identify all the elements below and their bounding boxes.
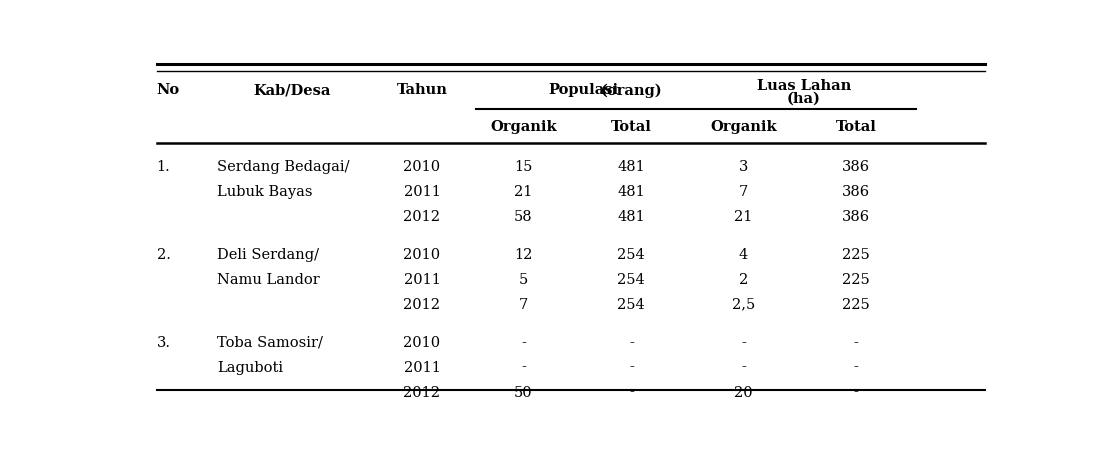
Text: (ha): (ha) [788,92,821,106]
Text: 2.: 2. [156,248,170,261]
Text: Populasi: Populasi [549,83,619,97]
Text: 2011: 2011 [403,360,440,374]
Text: 3.: 3. [156,336,170,350]
Text: Lubuk Bayas: Lubuk Bayas [217,184,312,198]
Text: 2012: 2012 [403,297,440,311]
Text: Deli Serdang/: Deli Serdang/ [217,248,319,261]
Text: 5: 5 [519,273,528,287]
Text: 2012: 2012 [403,386,440,400]
Text: 58: 58 [515,210,532,224]
Text: 2010: 2010 [403,160,440,174]
Text: Kab/Desa: Kab/Desa [254,83,331,97]
Text: Organik: Organik [490,121,557,135]
Text: Namu Landor: Namu Landor [217,273,320,287]
Text: Total: Total [610,121,652,135]
Text: -: - [521,360,526,374]
Text: 15: 15 [515,160,532,174]
Text: No: No [156,83,179,97]
Text: 20: 20 [734,386,753,400]
Text: 254: 254 [617,273,645,287]
Text: 2010: 2010 [403,248,440,261]
Text: (orang): (orang) [600,83,662,98]
Text: 2: 2 [739,273,749,287]
Text: 21: 21 [515,184,532,198]
Text: 1.: 1. [156,160,170,174]
Text: 225: 225 [842,273,870,287]
Text: 12: 12 [515,248,532,261]
Text: 2011: 2011 [403,273,440,287]
Text: 2010: 2010 [403,336,440,350]
Text: 2012: 2012 [403,210,440,224]
Text: -: - [629,386,634,400]
Text: 386: 386 [842,160,870,174]
Text: -: - [629,336,634,350]
Text: -: - [741,336,746,350]
Text: 225: 225 [842,297,870,311]
Text: 2,5: 2,5 [732,297,755,311]
Text: 386: 386 [842,210,870,224]
Text: 386: 386 [842,184,870,198]
Text: 4: 4 [739,248,749,261]
Text: Toba Samosir/: Toba Samosir/ [217,336,323,350]
Text: -: - [853,360,858,374]
Text: 7: 7 [519,297,528,311]
Text: Serdang Bedagai/: Serdang Bedagai/ [217,160,350,174]
Text: 254: 254 [617,297,645,311]
Text: -: - [521,336,526,350]
Text: -: - [741,360,746,374]
Text: 3: 3 [739,160,749,174]
Text: 7: 7 [739,184,749,198]
Text: Organik: Organik [711,121,776,135]
Text: 481: 481 [617,184,645,198]
Text: 225: 225 [842,248,870,261]
Text: Luas Lahan: Luas Lahan [756,79,851,93]
Text: 2011: 2011 [403,184,440,198]
Text: -: - [853,336,858,350]
Text: 481: 481 [617,210,645,224]
Text: -: - [853,386,858,400]
Text: 50: 50 [515,386,532,400]
Text: Total: Total [836,121,877,135]
Text: 21: 21 [734,210,753,224]
Text: -: - [629,360,634,374]
Text: Laguboti: Laguboti [217,360,283,374]
Text: Tahun: Tahun [397,83,448,97]
Text: 254: 254 [617,248,645,261]
Text: 481: 481 [617,160,645,174]
